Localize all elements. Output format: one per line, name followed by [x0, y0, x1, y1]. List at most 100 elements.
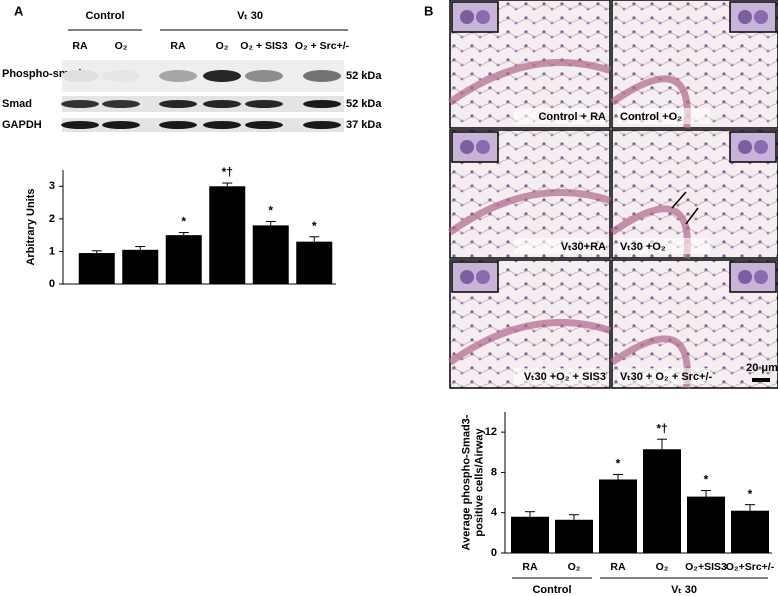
band [203, 121, 241, 129]
band [159, 121, 197, 129]
bar [687, 496, 725, 553]
bar [78, 253, 115, 284]
inset-cell [754, 270, 768, 284]
label-bg [514, 238, 606, 254]
annotation: * [616, 457, 621, 471]
inset [729, 131, 777, 163]
inset [729, 261, 777, 293]
annotation: *† [222, 165, 233, 179]
band [61, 100, 99, 108]
label-bg [618, 108, 710, 124]
size-label: 52 kDa [346, 98, 382, 110]
y-tick-label: 0 [491, 547, 497, 559]
micrograph-label: Vₜ30 +O₂ [620, 241, 666, 253]
y-axis-label: Average phospho-Smad3- [460, 414, 472, 550]
band [61, 70, 99, 82]
bar [252, 225, 289, 284]
row-label: Smad [2, 98, 32, 110]
inset-cell [460, 140, 474, 154]
inset-cell [738, 10, 752, 24]
annotation: * [181, 215, 186, 229]
annotation: * [704, 473, 709, 487]
bar [731, 510, 769, 553]
annotation: *† [656, 421, 667, 435]
arrow [685, 207, 699, 225]
inset [451, 261, 499, 293]
bar [296, 241, 333, 284]
inset-cell [754, 140, 768, 154]
lane-label: RA [170, 40, 186, 52]
inset-cell [460, 270, 474, 284]
scale-bar-label: 20 μm [746, 362, 778, 374]
bar [209, 186, 246, 284]
y-tick-label: 4 [491, 507, 498, 519]
band [303, 70, 341, 82]
lane-label: O₂ [216, 40, 229, 52]
arrow [671, 191, 687, 209]
y-tick-label: 1 [49, 245, 55, 257]
x-tick-label: O₂ [568, 561, 581, 573]
band [102, 121, 140, 129]
group-label: Vₜ 30 [237, 10, 263, 22]
y-tick-label: 8 [491, 466, 497, 478]
airway-wall [447, 59, 612, 106]
bar [122, 249, 159, 284]
lane-label: O₂ [115, 40, 128, 52]
band [245, 100, 283, 108]
size-label: 37 kDa [346, 119, 382, 131]
bar [555, 519, 593, 553]
row-label: GAPDH [2, 119, 42, 131]
x-tick-label: RA [522, 561, 538, 573]
label-bg [618, 368, 710, 384]
x-tick-label: O₂ [656, 561, 669, 573]
inset-cell [754, 10, 768, 24]
band [245, 121, 283, 129]
micrograph-label: Control + RA [538, 111, 606, 123]
panel-label: B [424, 3, 433, 18]
inset [451, 131, 499, 163]
label-bg [514, 108, 606, 124]
band [159, 70, 197, 82]
panel-label: A [14, 3, 24, 18]
inset-cell [738, 270, 752, 284]
bar [599, 479, 637, 553]
band [303, 100, 341, 108]
band [102, 70, 140, 82]
micrograph-label: Vₜ30 + O₂ + Src+/- [620, 371, 713, 383]
airway-wall [447, 189, 612, 236]
x-tick-label: O₂+SIS3 [685, 561, 727, 573]
annotation: * [748, 487, 753, 501]
group-label: Vₜ 30 [671, 584, 697, 596]
size-label: 52 kDa [346, 70, 382, 82]
y-tick-label: 2 [49, 213, 55, 225]
y-tick-label: 0 [49, 278, 55, 290]
band [303, 121, 341, 129]
inset [729, 1, 777, 33]
label-bg [618, 238, 710, 254]
inset-cell [738, 140, 752, 154]
airway-wall [447, 319, 612, 366]
annotation: * [312, 219, 317, 233]
inset-cell [476, 140, 490, 154]
band [61, 121, 99, 129]
micrograph-label: Vₜ30+RA [561, 241, 606, 253]
y-axis-label: positive cells/Airway [473, 428, 485, 537]
y-axis-label: Arbitrary Units [25, 188, 37, 265]
scale-bar [752, 378, 770, 382]
band [245, 70, 283, 82]
band [102, 100, 140, 108]
micrograph-label: Vₜ30 +O₂ + SIS3 [524, 371, 606, 383]
inset-cell [476, 10, 490, 24]
band [159, 100, 197, 108]
annotation: * [268, 204, 273, 218]
bar [165, 235, 202, 284]
y-tick-label: 3 [49, 180, 55, 192]
group-label: Control [532, 584, 571, 596]
bar [643, 449, 681, 553]
band [203, 100, 241, 108]
label-bg [514, 368, 606, 384]
group-label: Control [85, 10, 124, 22]
bar [511, 516, 549, 553]
inset [451, 1, 499, 33]
